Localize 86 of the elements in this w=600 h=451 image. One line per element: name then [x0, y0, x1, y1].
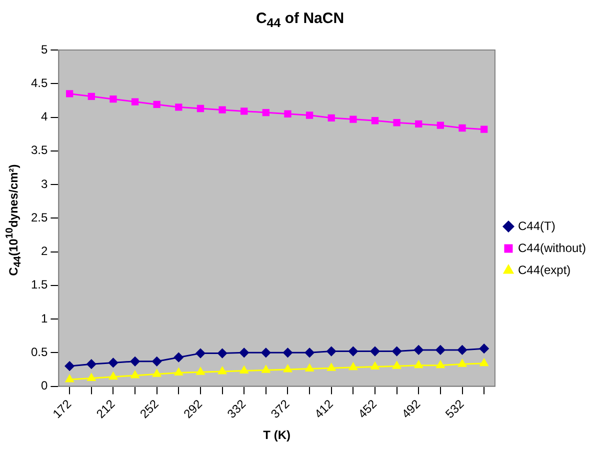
point [196, 367, 205, 375]
x-tick-label: 332 [224, 396, 249, 421]
point [240, 366, 248, 374]
point [262, 108, 270, 116]
point [175, 104, 182, 111]
x-tick-label: 532 [442, 396, 467, 421]
point [152, 369, 162, 377]
point [65, 374, 74, 382]
point [196, 104, 204, 112]
point [66, 90, 74, 98]
y-tick-label: 4.5 [30, 76, 48, 90]
point [239, 348, 249, 358]
point [392, 346, 402, 356]
point [153, 100, 160, 108]
point [109, 372, 118, 380]
x-tick-label: 452 [355, 396, 380, 421]
x-tick-label: 412 [312, 396, 336, 421]
legend-label: C44(T) [518, 218, 556, 233]
x-tick-label: 292 [180, 396, 206, 421]
x-tick-label: 372 [268, 396, 292, 421]
point [261, 348, 271, 358]
y-tick-label: 2.5 [30, 210, 48, 224]
point [305, 364, 314, 372]
y-tick-label: 5 [40, 42, 48, 56]
x-tick-label: 252 [137, 396, 162, 421]
point [415, 120, 422, 128]
point [130, 370, 140, 378]
point [371, 117, 379, 124]
point [458, 124, 466, 132]
x-tick-label: 492 [399, 396, 424, 421]
point [479, 344, 489, 354]
legend-label: C44(without) [518, 240, 586, 255]
point [348, 362, 358, 370]
point [174, 368, 183, 376]
point [414, 360, 423, 368]
point [350, 116, 357, 123]
point [196, 348, 206, 358]
point [306, 112, 314, 119]
point [284, 110, 292, 118]
point [88, 92, 95, 100]
point [110, 96, 117, 103]
point [218, 348, 228, 358]
y-tick-label: 3.5 [30, 143, 48, 158]
point [370, 362, 380, 370]
point [370, 346, 380, 356]
point [240, 108, 248, 115]
point [480, 126, 488, 133]
point [327, 363, 336, 371]
point [174, 352, 184, 362]
y-tick-label: 0.5 [30, 344, 48, 359]
point [328, 114, 335, 122]
point [108, 358, 118, 368]
point [218, 106, 226, 114]
legend-label: C44(expt) [518, 262, 571, 277]
y-tick-label: 1.5 [30, 278, 48, 292]
chart-title: C$_{44}$ of NaCN [254, 10, 346, 30]
x-axis-title: T (K) [263, 428, 290, 442]
point [480, 358, 488, 366]
point [87, 373, 96, 381]
y-tick-label: 1 [40, 311, 48, 326]
y-tick-label: 2 [40, 244, 48, 258]
point [304, 348, 314, 358]
y-tick-label: 4 [40, 110, 48, 124]
point [218, 366, 227, 374]
point [436, 360, 445, 368]
point [152, 356, 162, 366]
x-tick-label: 212 [94, 396, 118, 421]
point [130, 356, 140, 366]
y-tick-label: 3 [40, 176, 48, 191]
point [392, 361, 402, 369]
point [436, 122, 444, 129]
point [393, 119, 400, 126]
point [458, 345, 467, 355]
point [436, 345, 446, 355]
point [348, 346, 358, 356]
y-tick-label: 0 [40, 378, 48, 393]
point [262, 365, 270, 373]
point [458, 359, 466, 367]
point [131, 98, 139, 106]
point [414, 345, 424, 355]
point [284, 364, 292, 372]
point [282, 348, 292, 358]
point [326, 346, 336, 356]
point [86, 359, 96, 369]
point [64, 361, 74, 371]
x-tick-label: 172 [50, 396, 74, 421]
